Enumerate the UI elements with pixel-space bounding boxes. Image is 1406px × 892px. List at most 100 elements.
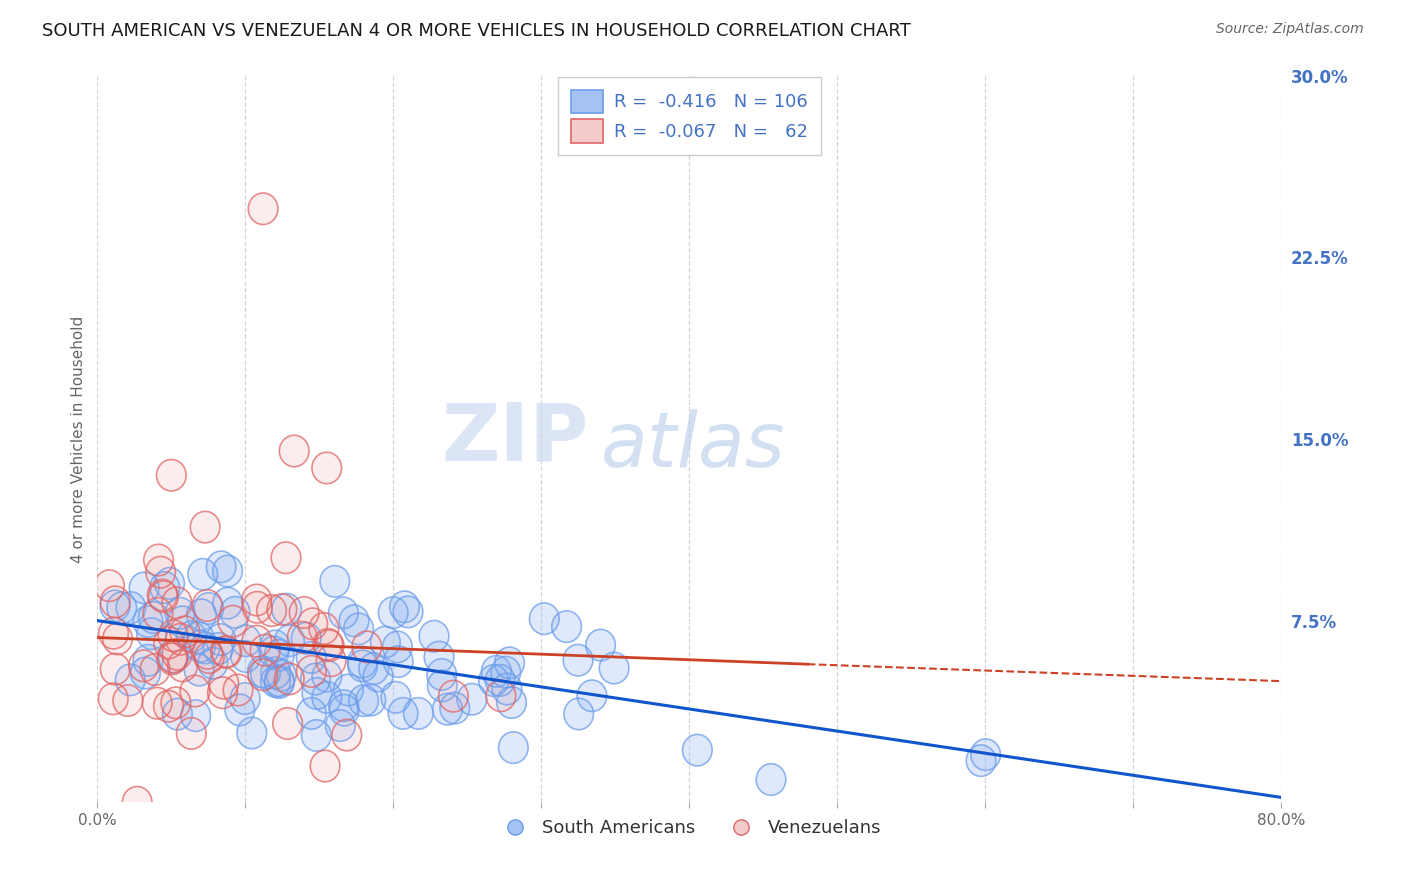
Ellipse shape — [495, 647, 524, 679]
Ellipse shape — [271, 593, 301, 625]
Ellipse shape — [177, 718, 207, 749]
Ellipse shape — [297, 641, 326, 673]
Ellipse shape — [363, 660, 392, 691]
Ellipse shape — [267, 659, 297, 691]
Ellipse shape — [485, 665, 515, 696]
Ellipse shape — [153, 690, 183, 722]
Ellipse shape — [211, 636, 240, 667]
Ellipse shape — [260, 665, 291, 698]
Ellipse shape — [193, 590, 222, 621]
Ellipse shape — [312, 681, 342, 713]
Ellipse shape — [242, 584, 271, 615]
Ellipse shape — [457, 683, 486, 715]
Ellipse shape — [165, 598, 194, 629]
Ellipse shape — [291, 623, 321, 654]
Ellipse shape — [231, 682, 260, 714]
Ellipse shape — [231, 625, 260, 657]
Ellipse shape — [122, 787, 152, 818]
Ellipse shape — [163, 698, 193, 730]
Ellipse shape — [321, 566, 350, 597]
Ellipse shape — [167, 606, 197, 638]
Ellipse shape — [260, 630, 290, 662]
Ellipse shape — [349, 685, 378, 716]
Ellipse shape — [576, 680, 607, 712]
Ellipse shape — [212, 636, 242, 668]
Ellipse shape — [98, 683, 128, 714]
Ellipse shape — [314, 629, 343, 660]
Ellipse shape — [264, 640, 294, 671]
Ellipse shape — [117, 592, 146, 624]
Ellipse shape — [207, 551, 236, 582]
Ellipse shape — [564, 644, 593, 676]
Y-axis label: 4 or more Vehicles in Household: 4 or more Vehicles in Household — [72, 315, 86, 563]
Ellipse shape — [287, 622, 318, 653]
Ellipse shape — [966, 745, 995, 776]
Text: ZIP: ZIP — [441, 400, 589, 478]
Ellipse shape — [274, 663, 304, 695]
Ellipse shape — [225, 694, 254, 726]
Ellipse shape — [166, 624, 195, 655]
Ellipse shape — [129, 650, 159, 681]
Ellipse shape — [221, 597, 250, 628]
Ellipse shape — [433, 693, 463, 725]
Ellipse shape — [141, 654, 170, 685]
Ellipse shape — [262, 657, 291, 689]
Ellipse shape — [134, 645, 163, 676]
Ellipse shape — [427, 670, 457, 702]
Ellipse shape — [100, 591, 129, 622]
Ellipse shape — [162, 639, 193, 670]
Ellipse shape — [136, 618, 166, 649]
Ellipse shape — [309, 613, 339, 644]
Ellipse shape — [326, 710, 356, 741]
Ellipse shape — [146, 557, 176, 588]
Ellipse shape — [100, 586, 129, 617]
Ellipse shape — [250, 634, 280, 666]
Ellipse shape — [148, 580, 177, 611]
Ellipse shape — [378, 597, 408, 628]
Ellipse shape — [242, 625, 271, 657]
Ellipse shape — [530, 603, 560, 634]
Ellipse shape — [329, 694, 359, 726]
Ellipse shape — [301, 664, 330, 695]
Ellipse shape — [249, 193, 278, 225]
Ellipse shape — [247, 656, 277, 688]
Ellipse shape — [491, 657, 520, 688]
Ellipse shape — [188, 558, 218, 591]
Ellipse shape — [159, 620, 188, 651]
Text: atlas: atlas — [600, 409, 785, 483]
Ellipse shape — [352, 632, 381, 663]
Ellipse shape — [439, 681, 468, 712]
Ellipse shape — [194, 641, 224, 673]
Ellipse shape — [280, 435, 309, 467]
Ellipse shape — [224, 674, 253, 706]
Ellipse shape — [134, 606, 163, 637]
Ellipse shape — [756, 764, 786, 796]
Ellipse shape — [297, 698, 326, 729]
Ellipse shape — [329, 690, 359, 722]
Ellipse shape — [384, 646, 413, 677]
Ellipse shape — [273, 707, 302, 739]
Ellipse shape — [181, 700, 211, 731]
Ellipse shape — [347, 650, 377, 681]
Ellipse shape — [212, 556, 242, 587]
Ellipse shape — [427, 658, 457, 690]
Ellipse shape — [167, 650, 197, 681]
Ellipse shape — [98, 617, 128, 648]
Ellipse shape — [264, 667, 294, 698]
Ellipse shape — [564, 698, 593, 730]
Ellipse shape — [274, 625, 304, 657]
Ellipse shape — [315, 630, 344, 662]
Ellipse shape — [204, 632, 233, 665]
Ellipse shape — [486, 680, 516, 712]
Ellipse shape — [312, 660, 342, 692]
Legend: South Americans, Venezuelans: South Americans, Venezuelans — [491, 812, 889, 844]
Ellipse shape — [205, 624, 235, 656]
Ellipse shape — [599, 652, 628, 684]
Ellipse shape — [143, 544, 173, 576]
Ellipse shape — [347, 647, 377, 678]
Ellipse shape — [94, 570, 124, 601]
Ellipse shape — [103, 624, 132, 655]
Ellipse shape — [972, 739, 1001, 771]
Ellipse shape — [290, 597, 319, 628]
Ellipse shape — [129, 572, 159, 604]
